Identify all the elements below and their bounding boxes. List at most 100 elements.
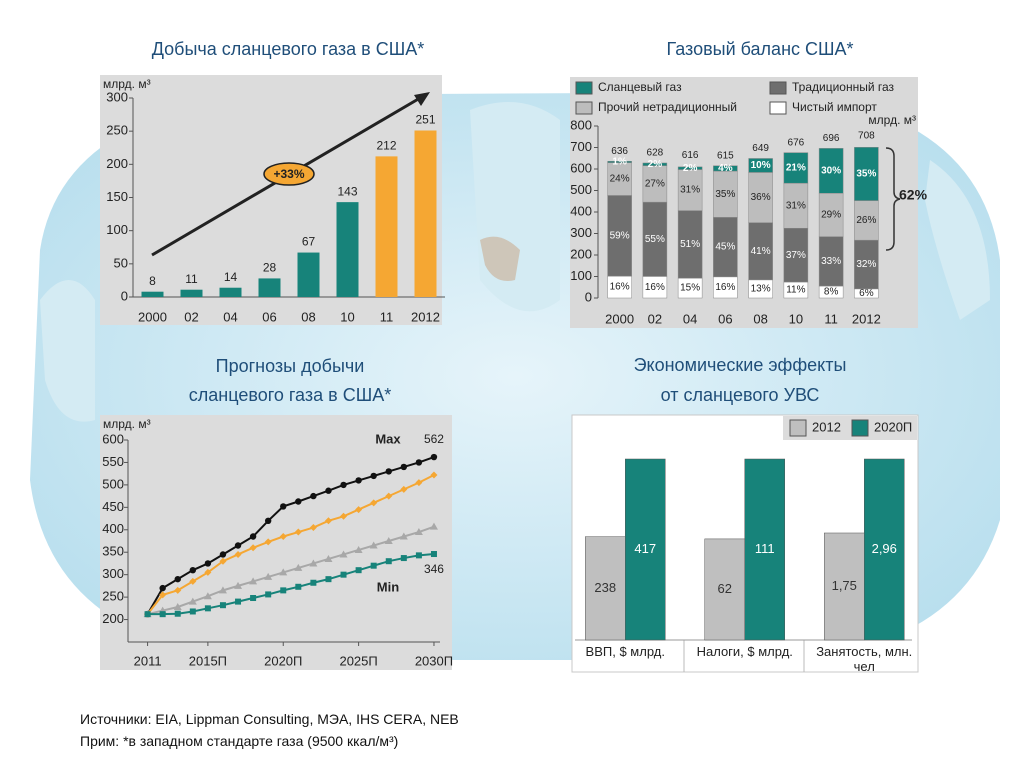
data-label: 238	[594, 580, 616, 595]
marker	[159, 591, 167, 599]
data-label: 21%	[786, 163, 806, 174]
marker	[234, 542, 242, 549]
data-label: 346	[424, 562, 444, 576]
data-label: 14	[224, 270, 238, 284]
data-label: 11	[185, 272, 198, 286]
data-label: 4%	[718, 163, 733, 174]
marker	[204, 568, 212, 576]
marker	[399, 532, 408, 540]
data-label: 32%	[856, 259, 876, 270]
data-label: 1,75	[832, 578, 857, 593]
marker	[309, 524, 317, 532]
x-tick-label: 11	[380, 309, 394, 324]
legend-label: 2020П	[874, 419, 912, 434]
marker	[204, 560, 212, 567]
marker	[429, 522, 438, 530]
y-tick-label: 350	[102, 544, 124, 559]
axis-unit: млрд. м³	[103, 77, 151, 91]
bar-segment	[748, 158, 773, 173]
marker	[385, 492, 393, 500]
y-tick-label: 200	[106, 156, 128, 171]
axis-unit: млрд. м³	[868, 113, 916, 127]
bar	[219, 287, 242, 297]
y-tick-label: 400	[570, 203, 592, 218]
x-tick-label: 2012	[852, 311, 881, 326]
data-label: 33%	[821, 256, 841, 267]
data-label: 111	[755, 541, 775, 556]
panel	[100, 415, 452, 670]
bar-segment	[713, 217, 738, 278]
bar	[141, 291, 164, 297]
y-tick-label: 800	[570, 117, 592, 132]
note: Прим: *в западном стандарте газа (9500 к…	[80, 733, 399, 749]
x-tick-label: 06	[262, 309, 276, 324]
data-label: 27%	[645, 179, 665, 190]
bar-segment	[818, 236, 844, 287]
marker	[159, 611, 166, 618]
x-tick-label: 04	[223, 309, 237, 324]
annotation: +33%	[273, 167, 304, 181]
legend-label: 2012	[812, 419, 841, 434]
chart-title: Прогнозы добычи	[216, 356, 365, 376]
bar-segment	[783, 152, 809, 184]
chart-title: от сланцевого УВС	[661, 385, 820, 405]
marker	[340, 512, 348, 520]
data-label: 26%	[856, 215, 876, 226]
y-tick-label: 200	[102, 611, 124, 626]
marker	[400, 555, 407, 562]
chart-title: Газовый баланс США*	[666, 39, 853, 59]
data-label: 16%	[715, 282, 735, 293]
brace	[885, 147, 901, 251]
bar-segment	[783, 227, 809, 283]
marker	[174, 586, 182, 594]
x-tick-label: Занятость, млн. чел	[816, 644, 913, 674]
bar	[864, 458, 905, 641]
x-tick-label: ВВП, $ млрд.	[585, 644, 665, 659]
legend-swatch	[575, 81, 593, 95]
x-tick-label: 2012	[411, 309, 440, 324]
marker	[234, 550, 242, 558]
marker	[188, 597, 197, 605]
x-tick-label: 02	[648, 311, 662, 326]
data-label: 62	[718, 581, 732, 596]
marker	[310, 579, 317, 586]
marker	[354, 545, 363, 553]
marker	[189, 566, 197, 574]
bar-segment	[854, 239, 879, 290]
marker	[219, 551, 227, 558]
data-label: 30%	[821, 165, 841, 176]
bar-segment	[607, 195, 632, 277]
marker	[370, 562, 377, 569]
y-tick-label: 450	[102, 499, 124, 514]
marker	[173, 602, 182, 610]
total-label: 636	[611, 146, 628, 157]
x-tick-label: 2020П	[264, 653, 302, 668]
marker	[385, 468, 392, 475]
sources: Источники: EIA, Lippman Consulting, МЭА,…	[80, 711, 459, 727]
data-label: 15%	[680, 283, 700, 294]
bar	[414, 130, 437, 297]
y-tick-label: 400	[102, 521, 124, 536]
legend-label: Чистый импорт	[792, 100, 877, 114]
marker	[264, 572, 273, 580]
bar	[744, 458, 785, 641]
y-tick-label: 50	[114, 255, 128, 270]
marker	[218, 586, 227, 594]
data-label: 8	[149, 274, 156, 288]
x-tick-label: 2000	[605, 311, 634, 326]
bar-segment	[748, 222, 773, 281]
marker	[309, 559, 318, 567]
y-tick-label: 250	[102, 589, 124, 604]
marker	[249, 577, 258, 585]
marker	[339, 550, 348, 558]
marker	[324, 517, 332, 525]
legend-swatch	[851, 419, 869, 437]
y-tick-label: 100	[570, 268, 592, 283]
legend-swatch	[789, 419, 807, 437]
data-label: 1%	[612, 157, 627, 168]
bar	[585, 536, 626, 641]
marker	[324, 554, 333, 562]
marker	[250, 595, 257, 602]
